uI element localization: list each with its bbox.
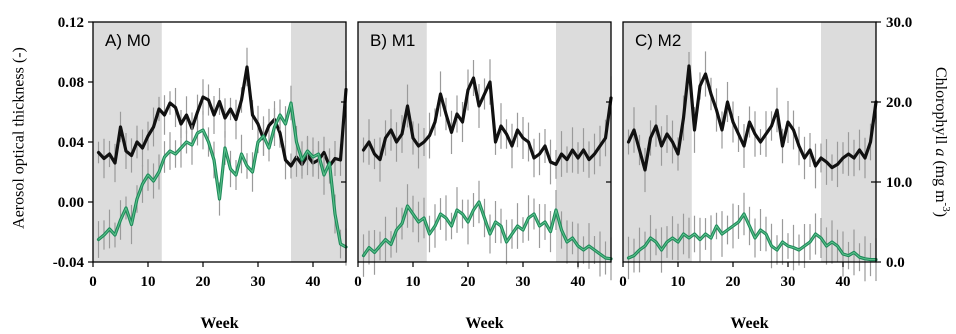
right-tick-label: 0.0 — [886, 255, 905, 271]
left-tick-label: 0.00 — [58, 195, 84, 211]
x-axis-label: Week — [730, 315, 768, 332]
left-tick-label: 0.08 — [58, 75, 84, 91]
panel-label: A) M0 — [105, 31, 150, 50]
x-tick-label: 40 — [836, 274, 851, 290]
panel-label: B) M1 — [370, 31, 415, 50]
right-tick-label: 20.0 — [886, 95, 912, 111]
series-line-1 — [361, 76, 613, 166]
panel-label: C) M2 — [635, 31, 681, 50]
right-axis-label-middle: (mg m — [932, 156, 949, 203]
right-axis-label-prefix: Chlorophyll — [932, 67, 949, 148]
right-tick-label: 30.0 — [886, 15, 912, 31]
series-line-1 — [626, 64, 878, 172]
x-tick-label: 10 — [671, 274, 686, 290]
series-line-1 — [96, 65, 348, 168]
x-axis-label: Week — [200, 315, 238, 332]
right-axis-label-suffix: ) — [932, 212, 949, 217]
x-tick-label: 0 — [89, 274, 97, 290]
x-tick-label: 30 — [516, 274, 531, 290]
left-tick-label: 0.12 — [58, 15, 84, 31]
x-tick-label: 40 — [306, 274, 321, 290]
x-tick-label: 20 — [196, 274, 211, 290]
x-tick-label: 40 — [571, 274, 586, 290]
x-tick-label: 10 — [141, 274, 156, 290]
x-tick-label: 30 — [251, 274, 266, 290]
x-tick-label: 10 — [406, 274, 421, 290]
right-axis-label-italic: a — [932, 148, 949, 156]
series-line-highlight — [98, 102, 347, 248]
panel-2: 0 10 20 30 40 Week B) M1 — [354, 21, 613, 332]
series-line-highlight — [628, 213, 876, 261]
right-axis-label: Chlorophyll a (mg m-3) — [932, 67, 952, 217]
x-tick-label: 30 — [781, 274, 796, 290]
x-tick-label: 0 — [619, 274, 627, 290]
right-tick-label: 10.0 — [886, 175, 912, 191]
panel-3: 0 10 20 30 40 Week 30.0 20.0 10.0 0.0 C) M2 — [619, 15, 912, 332]
series-line-highlight — [363, 201, 612, 260]
panel-1: 0 10 20 30 40 Week 0.12 0.08 0.04 0.00 -0.04 A) M0 — [53, 15, 348, 332]
x-tick-label: 20 — [461, 274, 476, 290]
left-tick-label: -0.04 — [53, 255, 85, 271]
right-axis-label-sup: -3 — [940, 203, 952, 213]
x-tick-label: 0 — [354, 274, 362, 290]
plot-frame — [357, 21, 612, 263]
plot-frame — [622, 21, 877, 263]
shaded-region — [93, 22, 162, 262]
left-tick-label: 0.04 — [58, 135, 85, 151]
x-tick-label: 20 — [726, 274, 741, 290]
x-axis-label: Week — [465, 315, 503, 332]
left-axis-label: Aerosol optical thickness (-) — [11, 47, 28, 229]
